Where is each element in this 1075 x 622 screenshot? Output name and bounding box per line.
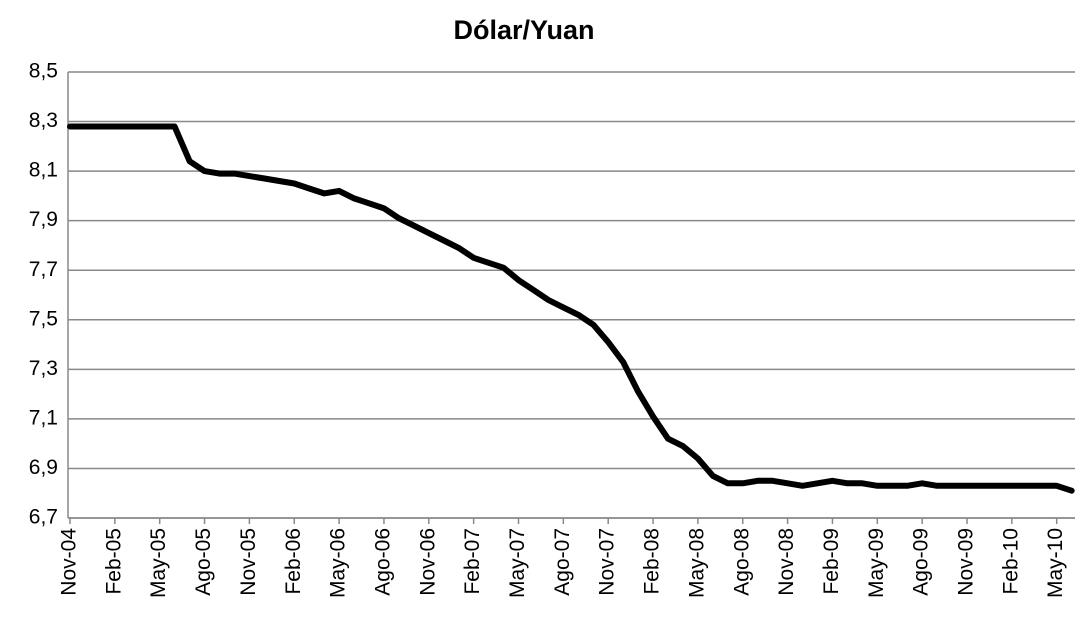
x-tick-label: Feb-06 [282,528,305,595]
x-tick-label: Ago-09 [910,528,933,596]
x-tick-label: Ago-06 [371,528,394,596]
y-tick-label: 6,7 [29,506,58,529]
x-tick-label: May-07 [506,528,529,598]
y-tick-label: 7,3 [29,357,58,380]
x-tick-label: Feb-05 [102,528,125,595]
y-tick-label: 8,5 [29,60,58,83]
x-tick-label: Nov-05 [237,528,260,596]
x-tick-label: Nov-04 [58,528,81,596]
y-tick-label: 7,5 [29,307,58,330]
chart-title: Dólar/Yuan [453,15,594,45]
line-series [67,123,1075,494]
x-tick-label: May-05 [147,528,170,598]
y-tick-label: 7,7 [29,258,58,281]
x-tick-label: Feb-09 [820,528,843,595]
x-tick-label: Feb-07 [461,528,484,595]
x-tick-label: May-09 [865,528,888,598]
y-tick-label: 7,1 [29,406,58,429]
x-tick-label: May-08 [685,528,708,598]
x-tick-label: Nov-07 [596,528,619,596]
y-tick-label: 7,9 [29,208,58,231]
x-tick-label: May-10 [1044,528,1067,598]
x-tick-label: Nov-08 [775,528,798,596]
x-tick-label: Ago-08 [730,528,753,596]
x-tick-label: Ago-07 [551,528,574,596]
y-tick-label: 8,1 [29,159,58,182]
y-tick-label: 6,9 [29,456,58,479]
x-tick-label: Feb-08 [641,528,664,595]
x-tick-label: Nov-06 [416,528,439,596]
x-tick-label: Feb-10 [999,528,1022,595]
x-tick-label: Ago-05 [192,528,215,596]
x-tick-label: Nov-09 [955,528,978,596]
x-tick-label: May-06 [327,528,350,598]
y-tick-label: 8,3 [29,109,58,132]
